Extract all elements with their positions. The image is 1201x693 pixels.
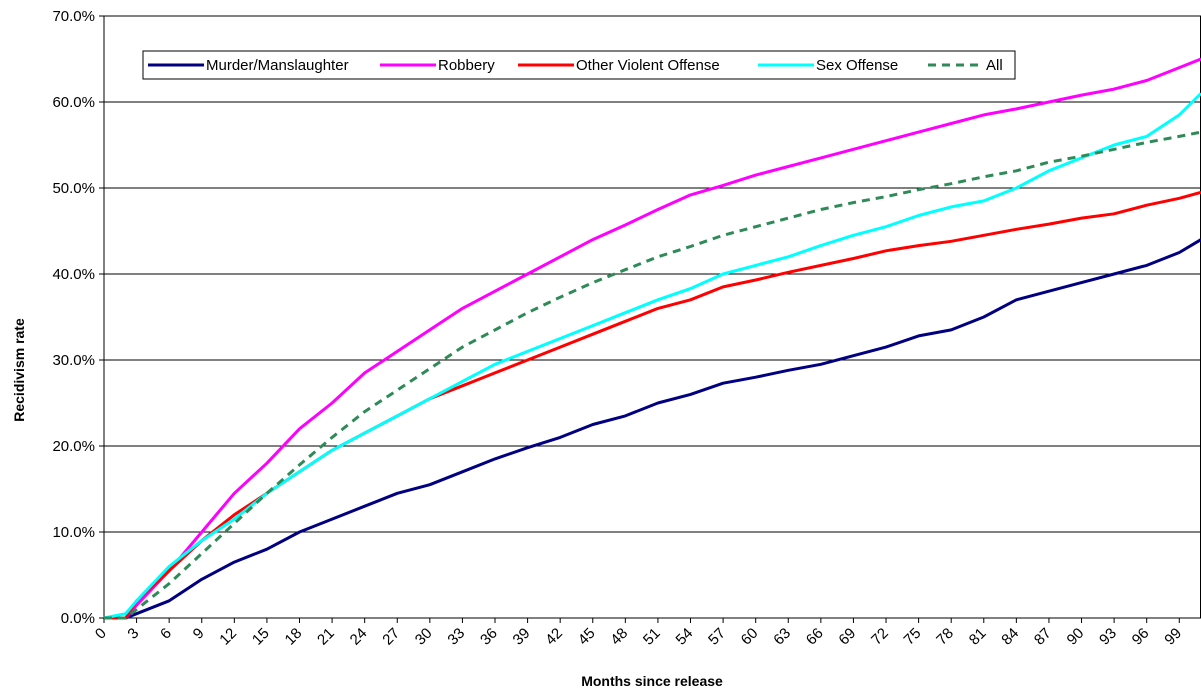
legend-label-2: Other Violent Offense: [576, 57, 720, 74]
x-tick-label: 45: [575, 625, 599, 649]
x-tick-label: 0: [92, 625, 110, 643]
x-tick-label: 84: [998, 625, 1022, 649]
x-tick-label: 57: [705, 625, 729, 649]
y-tick-label: 20.0%: [52, 438, 95, 455]
y-axis-title: Recidivism rate: [11, 318, 27, 422]
legend-label-0: Murder/Manslaughter: [206, 57, 349, 74]
x-tick-label: 78: [933, 625, 957, 649]
x-tick-label: 48: [607, 625, 631, 649]
x-tick-label: 51: [640, 625, 664, 649]
legend-label-3: Sex Offense: [816, 57, 898, 74]
series-line-1: [104, 57, 1201, 620]
x-tick-label: 27: [379, 625, 403, 649]
x-tick-label: 30: [412, 625, 436, 649]
y-tick-labels: 0.0% 10.0% 20.0% 30.0% 40.0% 50.0% 60.0% 70.0%: [52, 8, 95, 627]
gridlines: [104, 15, 1201, 533]
x-tick-label: 15: [249, 625, 273, 649]
series-line-3: [103, 92, 1201, 620]
y-tick-label: 30.0%: [52, 352, 95, 369]
legend-label-1: Robbery: [438, 57, 495, 74]
x-tick-label: 18: [282, 625, 306, 649]
x-tick-label: 63: [770, 625, 794, 649]
x-tick-label: 54: [673, 625, 697, 649]
x-tick-label: 69: [835, 625, 859, 649]
x-tick-label: 90: [1064, 625, 1088, 649]
x-tick-label: 81: [966, 625, 990, 649]
x-tick-label: 66: [803, 625, 827, 649]
x-axis-title: Months since release: [581, 673, 723, 689]
x-tick-label: 12: [216, 625, 240, 649]
x-tick-label: 96: [1129, 625, 1153, 649]
x-tick-label: 21: [314, 625, 338, 649]
x-tick-label: 3: [124, 625, 142, 643]
y-tick-label: 40.0%: [52, 266, 95, 283]
y-tick-label: 60.0%: [52, 94, 95, 111]
legend-label-4: All: [986, 57, 1003, 74]
y-tick-label: 10.0%: [52, 524, 95, 541]
x-tick-label: 75: [901, 625, 925, 649]
x-tick-label: 24: [347, 625, 371, 649]
x-tick-label: 36: [477, 625, 501, 649]
x-tick-label: 6: [157, 625, 175, 643]
x-tick-label: 99: [1161, 625, 1185, 649]
x-tick-label: 60: [738, 625, 762, 649]
x-tick-label: 72: [868, 625, 892, 649]
legend: Murder/Manslaughter Robbery Other Violent …: [142, 50, 1016, 80]
y-tick-label: 0.0%: [61, 610, 95, 627]
series-line-0: [104, 238, 1201, 620]
series-lines: [103, 57, 1201, 620]
x-tick-labels: 0 3 6 9 12 15 18 21 24 27 30 33 36 39 42 45 48 51 54 57 60 63…: [92, 625, 1185, 649]
x-tick-label: 87: [1031, 625, 1055, 649]
y-tick-label: 70.0%: [52, 8, 95, 25]
x-tick-label: 33: [444, 625, 468, 649]
legend-box: [142, 50, 1016, 80]
x-tick-label: 39: [510, 625, 534, 649]
x-tick-label: 93: [1096, 625, 1120, 649]
series-line-4: [104, 130, 1201, 620]
x-tick-label: 9: [190, 625, 208, 643]
y-tick-label: 50.0%: [52, 180, 95, 197]
x-tick-label: 42: [542, 625, 566, 649]
